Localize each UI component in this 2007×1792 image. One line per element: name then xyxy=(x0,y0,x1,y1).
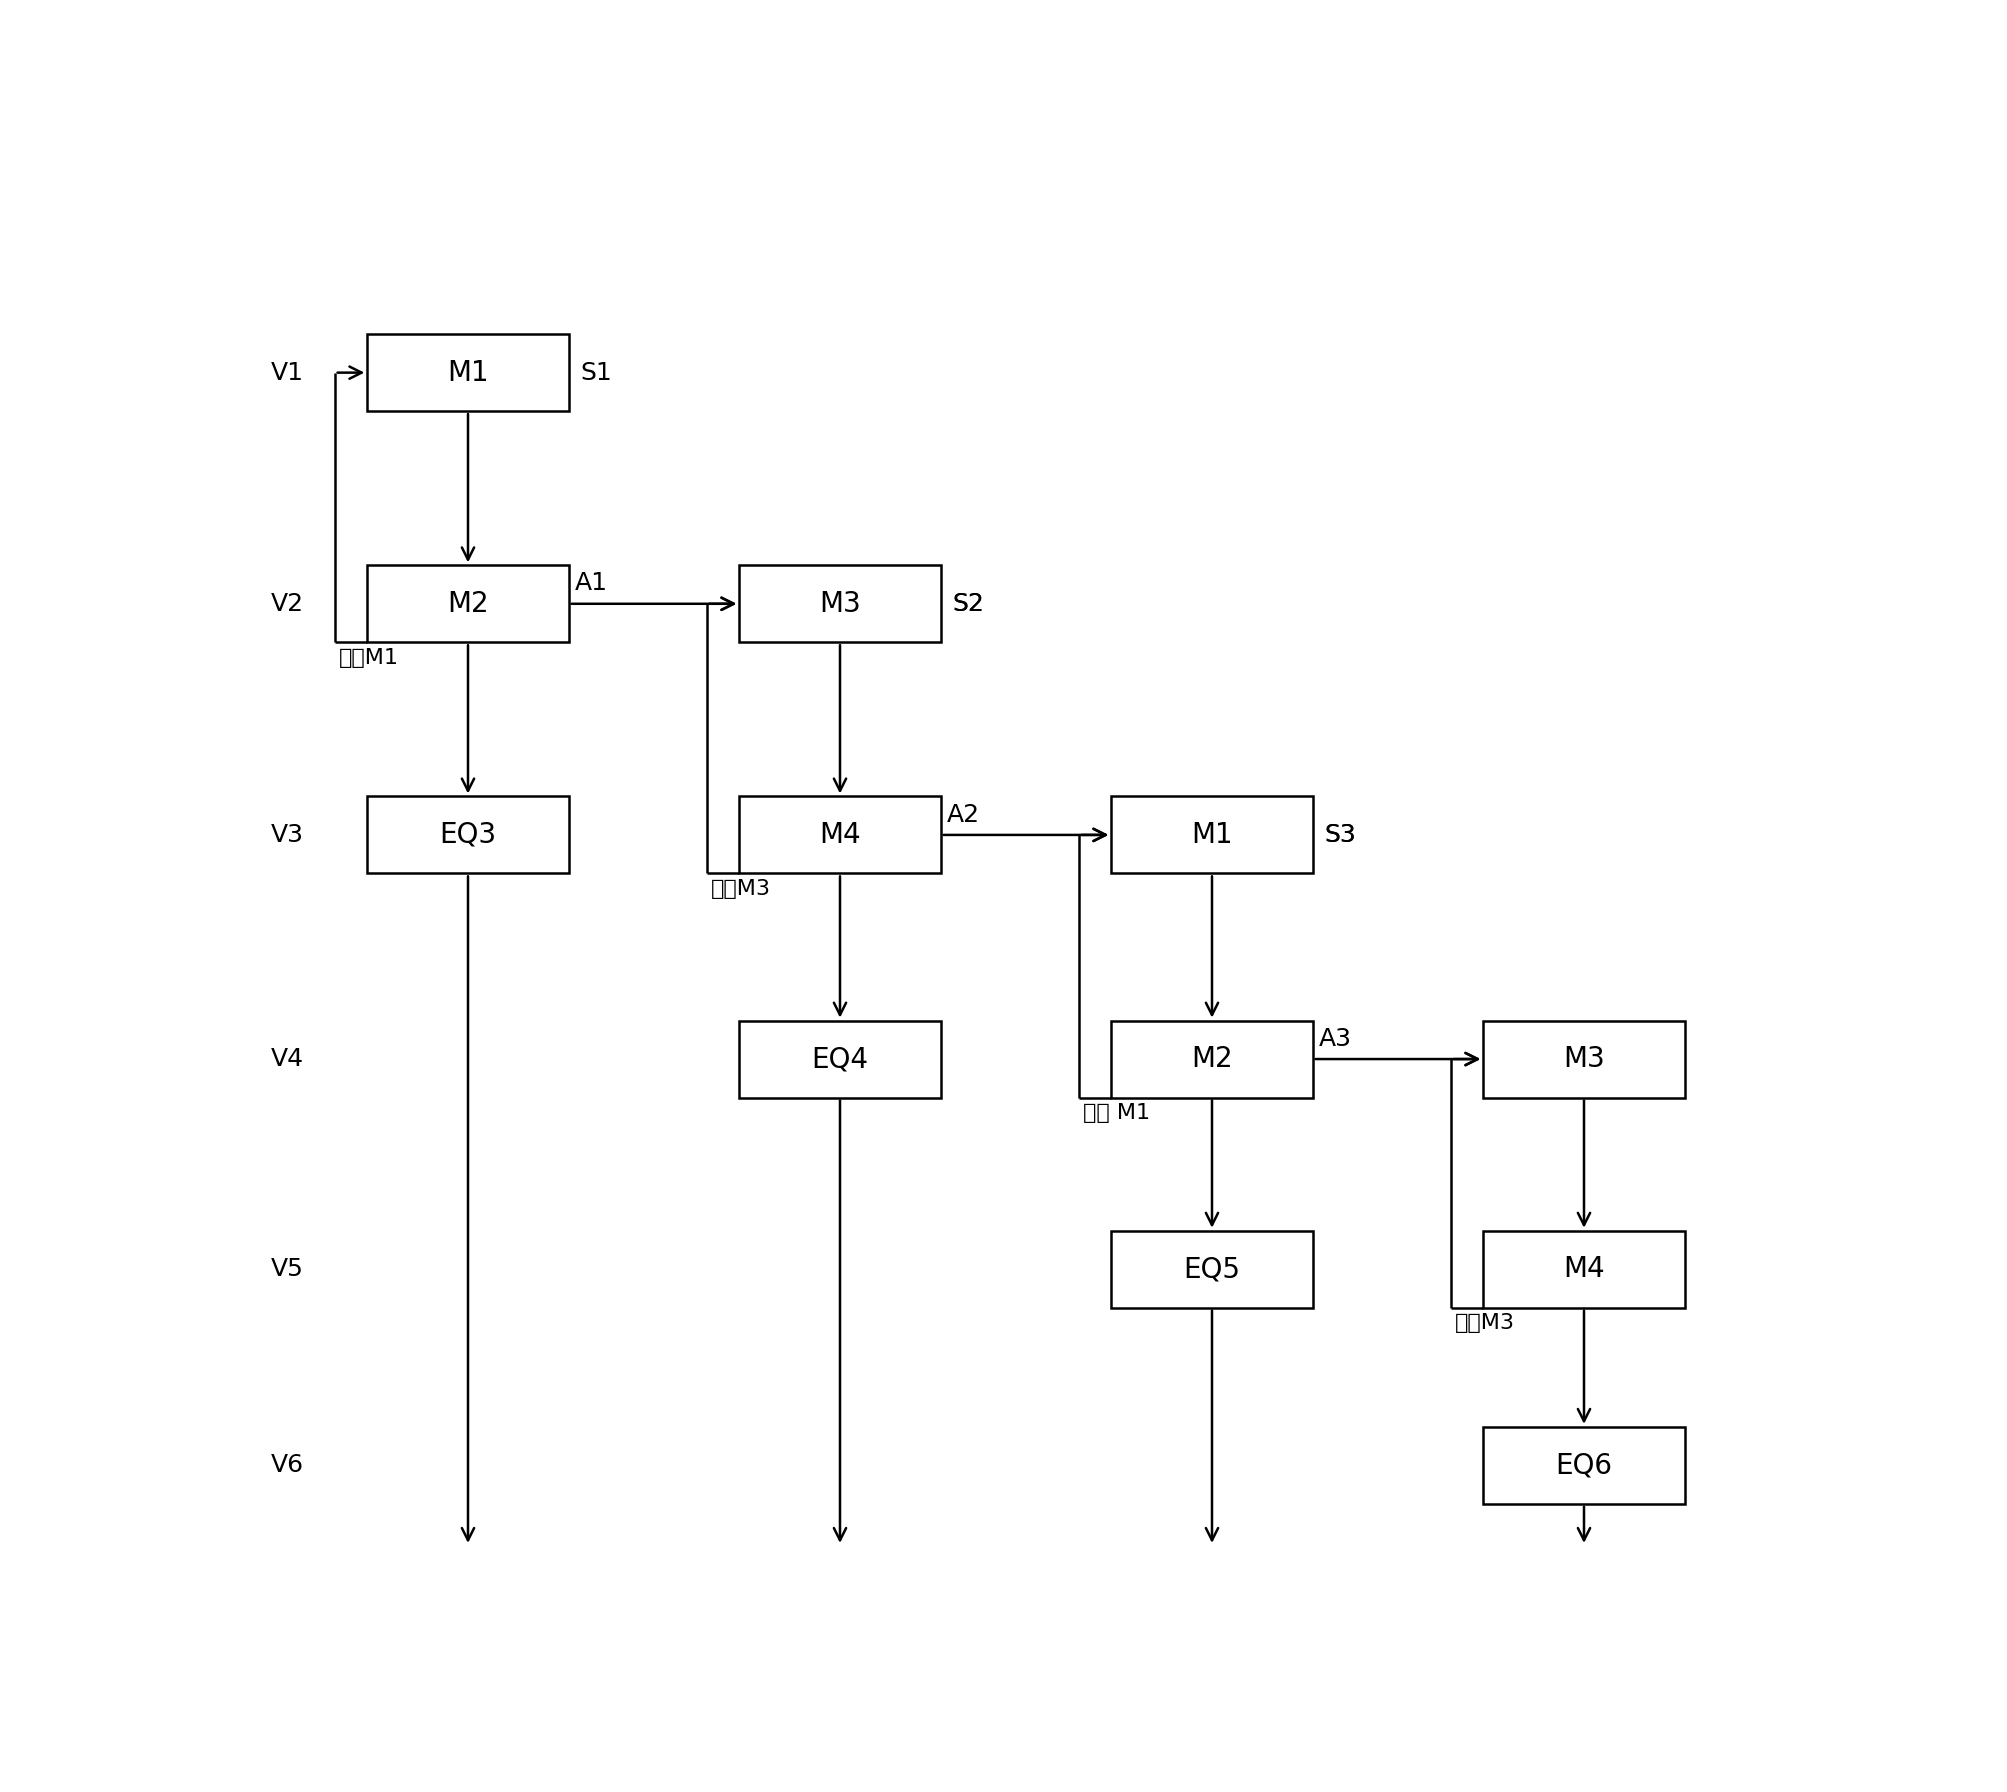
Text: EQ4: EQ4 xyxy=(811,1045,869,1073)
Text: S2: S2 xyxy=(951,591,983,616)
Bar xyxy=(1110,1020,1313,1097)
Text: 清除 M1: 清除 M1 xyxy=(1082,1104,1150,1124)
Text: M2: M2 xyxy=(1190,1045,1232,1073)
Text: EQ3: EQ3 xyxy=(440,821,496,849)
Bar xyxy=(739,796,941,873)
Text: M3: M3 xyxy=(1561,1045,1604,1073)
Bar xyxy=(367,564,568,642)
Text: V2: V2 xyxy=(271,591,303,616)
Text: S1: S1 xyxy=(580,360,612,385)
Text: S2: S2 xyxy=(951,591,983,616)
Bar xyxy=(739,564,941,642)
Text: M2: M2 xyxy=(448,590,488,618)
Text: M3: M3 xyxy=(819,590,861,618)
Text: A2: A2 xyxy=(947,803,979,826)
Bar xyxy=(739,1020,941,1097)
Bar xyxy=(1110,1231,1313,1308)
Text: M4: M4 xyxy=(1561,1254,1604,1283)
Text: M4: M4 xyxy=(819,821,861,849)
Text: 清除M3: 清除M3 xyxy=(710,880,771,900)
Text: 清除M1: 清除M1 xyxy=(339,649,397,668)
Text: M1: M1 xyxy=(448,358,488,387)
Text: 清除M3: 清除M3 xyxy=(1453,1314,1513,1333)
Text: V4: V4 xyxy=(271,1047,303,1072)
Bar xyxy=(367,333,568,410)
Text: A3: A3 xyxy=(1319,1027,1351,1050)
Text: V1: V1 xyxy=(271,360,303,385)
Text: M1: M1 xyxy=(1190,821,1232,849)
Bar xyxy=(1483,1426,1684,1503)
Text: EQ5: EQ5 xyxy=(1182,1254,1240,1283)
Text: V5: V5 xyxy=(271,1258,303,1281)
Bar xyxy=(1110,796,1313,873)
Text: S3: S3 xyxy=(1325,823,1355,848)
Text: V3: V3 xyxy=(271,823,303,848)
Bar xyxy=(367,796,568,873)
Text: V6: V6 xyxy=(271,1453,303,1477)
Text: EQ6: EQ6 xyxy=(1555,1452,1612,1480)
Bar xyxy=(1483,1231,1684,1308)
Bar xyxy=(1483,1020,1684,1097)
Text: S3: S3 xyxy=(1325,823,1355,848)
Text: A1: A1 xyxy=(574,572,608,595)
